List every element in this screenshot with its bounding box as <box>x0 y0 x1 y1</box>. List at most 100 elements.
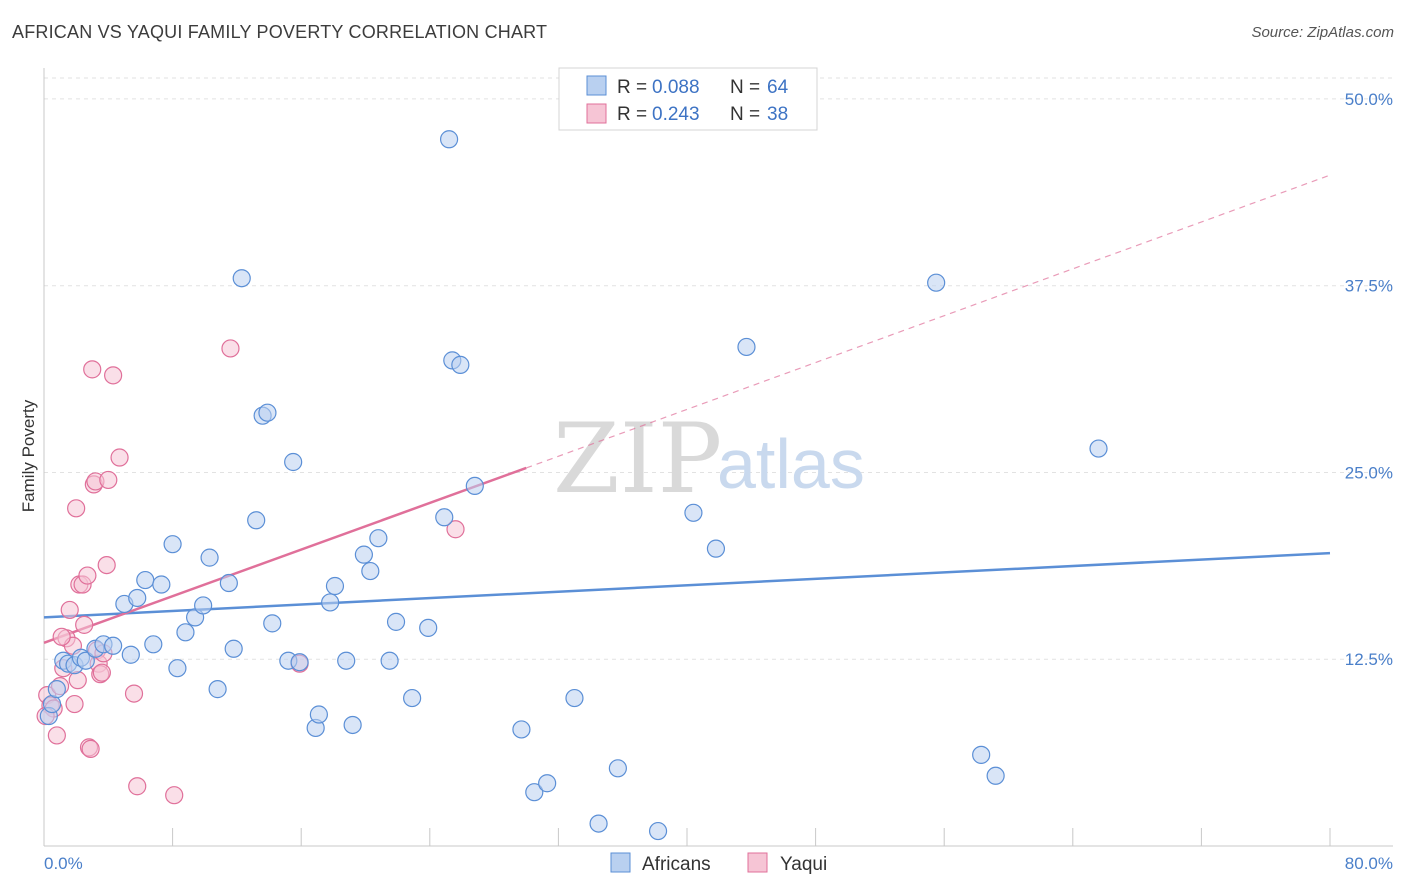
y-tick-label-3: 50.0% <box>1345 90 1393 109</box>
africans-point-19 <box>176 623 195 642</box>
chart-title: AFRICAN VS YAQUI FAMILY POVERTY CORRELAT… <box>12 22 548 42</box>
africans-point-23 <box>208 680 227 699</box>
africans-point-7 <box>76 651 95 670</box>
yaqui-point-35 <box>446 520 465 539</box>
legend-swatch-yaqui <box>586 103 607 124</box>
yaqui-point-37 <box>52 627 71 646</box>
africans-point-22 <box>200 548 219 567</box>
yaqui-point-14 <box>75 615 94 634</box>
africans-points <box>39 130 1108 841</box>
africans-point-26 <box>232 269 251 288</box>
legend-r-value-yaqui: 0.243 <box>652 104 700 125</box>
y-tick-label-2: 37.5% <box>1345 277 1393 296</box>
yaqui-point-24 <box>92 663 111 682</box>
bottom-legend-africans: Africans <box>642 854 711 875</box>
trend-line-yaqui-1 <box>43 466 527 644</box>
africans-point-52 <box>512 720 531 739</box>
africans-point-57 <box>608 759 627 778</box>
watermark: ZIP atlas <box>553 403 865 515</box>
yaqui-points <box>36 339 465 805</box>
yaqui-point-29 <box>110 448 129 467</box>
watermark-zip: ZIP <box>553 403 722 515</box>
legend-n-value-yaqui: 38 <box>767 104 788 125</box>
grid-lines <box>44 77 1393 660</box>
africans-point-38 <box>337 651 356 670</box>
yaqui-point-11 <box>68 671 87 690</box>
africans-point-33 <box>290 653 309 672</box>
bottom-legend-swatch-africans <box>610 852 631 873</box>
yaqui-point-31 <box>128 777 147 796</box>
y-axis-label: Family Poverty <box>19 399 38 512</box>
legend-r-label-yaqui: R = <box>617 104 647 125</box>
yaqui-point-15 <box>78 566 97 585</box>
yaqui-point-7 <box>60 600 79 620</box>
africans-point-64 <box>986 766 1005 785</box>
yaqui-point-3 <box>47 726 66 745</box>
africans-point-62 <box>927 273 946 292</box>
trend-line-africans-0 <box>43 551 1331 619</box>
yaqui-point-18 <box>83 360 102 379</box>
yaqui-point-27 <box>99 470 118 490</box>
africans-point-14 <box>136 570 155 590</box>
africans-point-49 <box>451 355 470 374</box>
africans-point-10 <box>104 636 123 655</box>
yaqui-point-33 <box>221 339 240 358</box>
legend-n-value-africans: 64 <box>767 77 789 98</box>
axes <box>43 68 1393 847</box>
africans-point-25 <box>224 639 243 658</box>
legend-swatch-africans <box>586 75 607 96</box>
watermark-atlas: atlas <box>717 425 865 503</box>
africans-point-59 <box>684 503 703 522</box>
africans-point-16 <box>152 575 171 594</box>
africans-point-43 <box>380 651 399 670</box>
y-tick-label-1: 25.0% <box>1345 463 1393 482</box>
africans-point-36 <box>321 593 340 612</box>
legend-n-label-yaqui: N = <box>730 104 760 125</box>
africans-point-56 <box>589 814 608 833</box>
africans-point-45 <box>403 688 422 708</box>
legend-n-label-africans: N = <box>730 77 760 98</box>
africans-point-54 <box>538 774 557 793</box>
africans-point-12 <box>121 645 140 664</box>
africans-point-24 <box>219 573 238 593</box>
africans-point-18 <box>168 659 187 678</box>
trend-lines <box>43 174 1331 644</box>
africans-point-35 <box>309 705 328 724</box>
yaqui-point-30 <box>124 684 144 703</box>
africans-point-60 <box>706 539 726 558</box>
bottom-legend-swatch-yaqui <box>747 852 768 873</box>
africans-point-2 <box>47 680 66 699</box>
yaqui-point-28 <box>104 366 123 385</box>
x-tick-max: 80.0% <box>1345 854 1393 873</box>
africans-point-61 <box>737 337 756 357</box>
yaqui-point-17 <box>81 739 100 758</box>
y-tick-label-0: 12.5% <box>1345 650 1393 669</box>
legend-r-value-africans: 0.088 <box>652 77 700 98</box>
africans-point-47 <box>435 508 454 527</box>
africans-point-42 <box>369 529 388 548</box>
yaqui-point-9 <box>65 694 84 714</box>
africans-point-27 <box>247 511 266 530</box>
africans-point-30 <box>263 614 282 633</box>
source-credit: Source: ZipAtlas.com <box>1251 24 1394 41</box>
africans-point-32 <box>284 452 303 472</box>
africans-point-53 <box>525 783 544 802</box>
africans-point-63 <box>972 745 991 764</box>
legend-box: R = 0.088 N = 64 R = 0.243 N = 38 <box>558 67 818 131</box>
africans-point-55 <box>565 688 584 708</box>
africans-point-46 <box>419 618 438 637</box>
legend-r-label-africans: R = <box>617 77 647 98</box>
africans-point-50 <box>439 130 459 149</box>
africans-point-44 <box>386 612 406 631</box>
bottom-legend: Africans Yaqui <box>610 852 827 875</box>
africans-point-13 <box>128 588 147 608</box>
africans-point-39 <box>343 715 362 735</box>
africans-point-40 <box>354 545 373 564</box>
africans-point-17 <box>163 535 182 554</box>
yaqui-point-32 <box>165 786 184 805</box>
africans-point-37 <box>325 576 345 596</box>
africans-point-15 <box>144 635 163 654</box>
yaqui-point-26 <box>97 555 116 575</box>
africans-point-29 <box>258 403 277 422</box>
